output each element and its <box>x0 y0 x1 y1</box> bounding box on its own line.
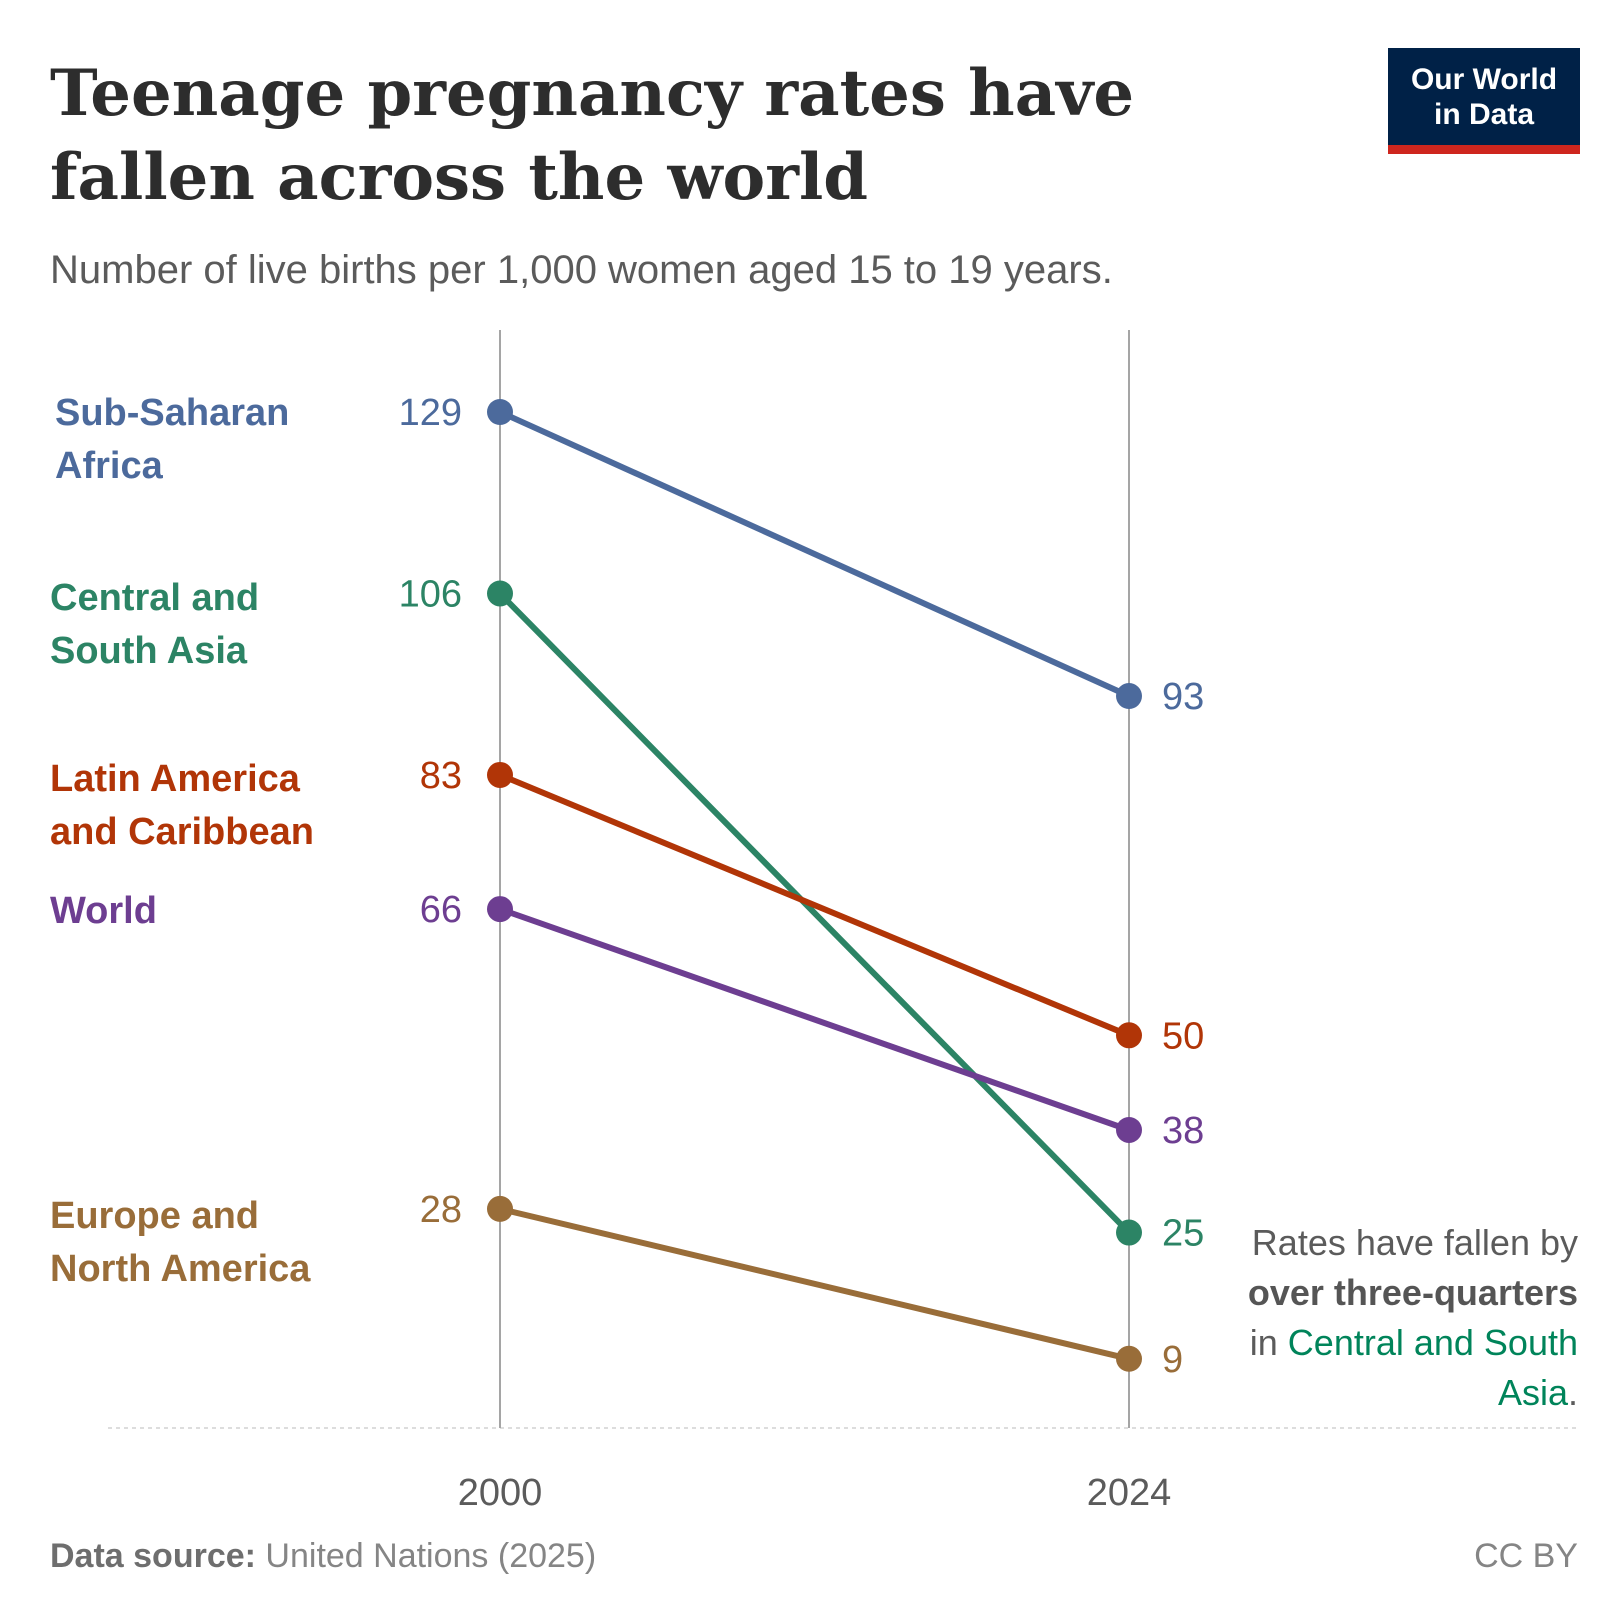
series-label: and Caribbean <box>50 811 314 853</box>
data-point <box>487 761 513 788</box>
annotation-bold: over three-quarters <box>1247 1272 1578 1313</box>
license[interactable]: CC BY <box>1474 1537 1578 1575</box>
value-label-2000: 28 <box>420 1189 462 1231</box>
series-line <box>498 409 1131 699</box>
data-point <box>1116 1022 1142 1049</box>
logo-line-1: Our World <box>1410 63 1558 96</box>
logo-line-2: in Data <box>1433 98 1535 131</box>
annotation-text-3: . <box>1567 1372 1578 1413</box>
value-label-2024: 93 <box>1162 676 1204 718</box>
value-label-2000: 83 <box>420 755 462 797</box>
series-line <box>499 906 1130 1133</box>
series-label: World <box>50 890 157 932</box>
annotation-text-2: in <box>1249 1322 1288 1363</box>
series-label: North America <box>50 1248 311 1290</box>
source-label: Data source: <box>50 1537 256 1575</box>
value-label-2000: 66 <box>420 889 462 931</box>
x-tick-label: 2024 <box>1087 1472 1172 1514</box>
source-value[interactable]: United Nations (2025) <box>265 1537 597 1575</box>
value-label-2024: 50 <box>1162 1015 1204 1057</box>
data-point <box>1116 1116 1142 1143</box>
data-source: Data source: United Nations (2025) <box>50 1537 596 1576</box>
annotation-text: Rates have fallen by <box>1251 1222 1578 1263</box>
value-label-2024: 38 <box>1162 1110 1204 1152</box>
series-label: Africa <box>55 445 164 487</box>
series-label: Europe and <box>50 1195 259 1237</box>
value-label-2000: 106 <box>399 573 462 615</box>
data-point <box>1116 683 1142 710</box>
value-label-2000: 129 <box>399 392 462 434</box>
series-label: Latin America <box>50 758 301 800</box>
data-point <box>487 896 513 923</box>
data-point <box>1116 1219 1142 1246</box>
series-line <box>498 772 1131 1039</box>
series-line <box>499 1205 1130 1362</box>
value-label-2024: 25 <box>1162 1213 1204 1255</box>
chart-subtitle: Number of live births per 1,000 women ag… <box>50 248 1113 292</box>
chart-title: Teenage pregnancy rates have fallen acro… <box>50 56 1135 215</box>
annotation-highlight: Central and South Asia <box>1287 1322 1578 1413</box>
value-label-2024: 9 <box>1162 1339 1183 1381</box>
data-point <box>487 580 513 607</box>
data-point <box>487 399 513 425</box>
series-label: South Asia <box>50 630 248 672</box>
series-label: Central and <box>50 577 259 619</box>
annotation: Rates have fallen by over three-quarters… <box>1218 1218 1578 1418</box>
x-tick-label: 2000 <box>458 1472 543 1514</box>
series-line <box>497 591 1132 1235</box>
data-point <box>1116 1345 1142 1372</box>
data-point <box>487 1195 513 1222</box>
series-label: Sub-Saharan <box>55 392 289 434</box>
owid-logo[interactable]: Our World in Data <box>1388 48 1580 154</box>
